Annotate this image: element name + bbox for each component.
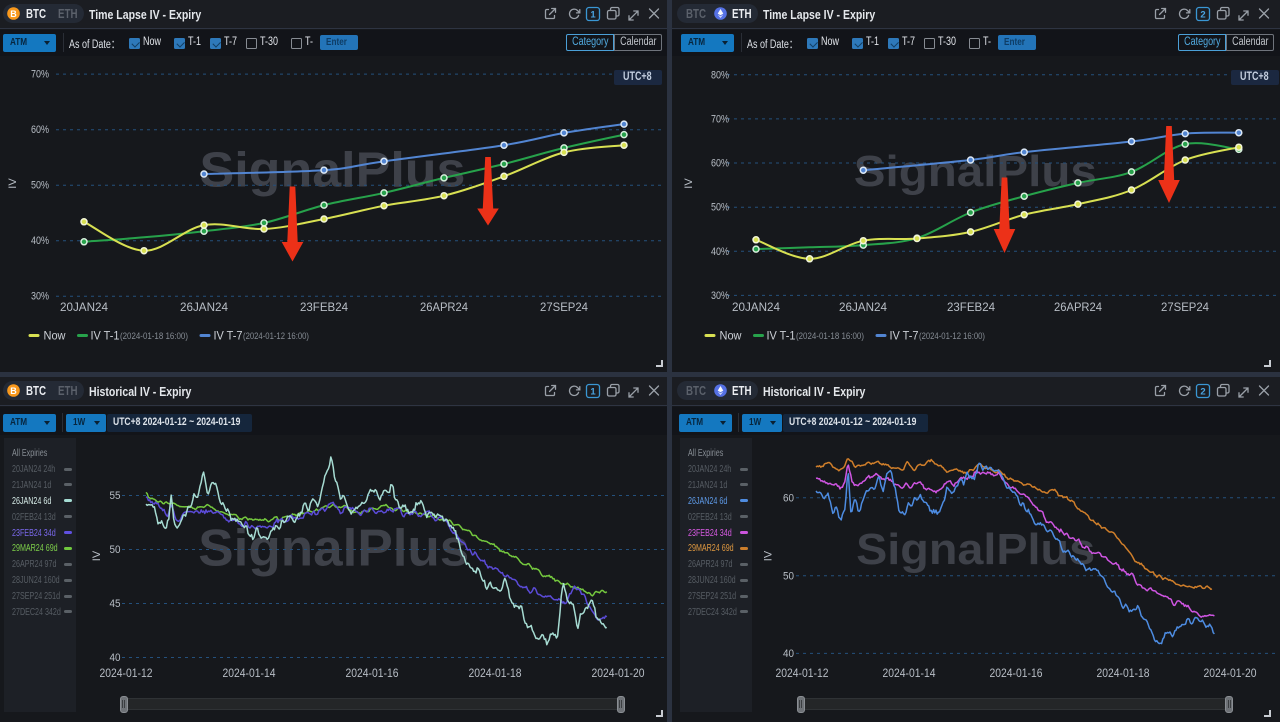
svg-text:IV: IV	[7, 178, 19, 189]
svg-text:26JAN24: 26JAN24	[839, 302, 888, 314]
svg-text:IV T-1: IV T-1	[91, 331, 120, 343]
svg-text:27SEP24: 27SEP24	[1161, 302, 1210, 314]
svg-text:IV: IV	[683, 178, 695, 189]
svg-text:2024-01-18: 2024-01-18	[469, 668, 522, 680]
svg-text:Now: Now	[720, 331, 743, 343]
svg-text:45: 45	[110, 598, 121, 610]
svg-text:2: 2	[1200, 10, 1205, 21]
svg-text:(2024-01-12 16:00): (2024-01-12 16:00)	[243, 331, 309, 341]
svg-text:SignalPlus: SignalPlus	[856, 525, 1095, 574]
svg-text:55: 55	[110, 490, 121, 502]
svg-text:IV T-7: IV T-7	[890, 331, 919, 343]
svg-text:40%: 40%	[31, 235, 49, 247]
svg-text:IV T-1: IV T-1	[767, 331, 796, 343]
svg-text:40: 40	[783, 648, 794, 660]
svg-text:70%: 70%	[711, 113, 729, 125]
svg-text:60%: 60%	[711, 158, 729, 170]
svg-text:IV T-7: IV T-7	[214, 331, 243, 343]
svg-text:IV: IV	[91, 550, 103, 561]
svg-text:23FEB24: 23FEB24	[947, 302, 996, 314]
svg-text:80%: 80%	[711, 69, 729, 81]
svg-text:50: 50	[783, 570, 794, 582]
svg-text:70%: 70%	[31, 69, 49, 81]
svg-text:60%: 60%	[31, 124, 49, 136]
svg-text:50: 50	[110, 544, 121, 556]
svg-text:2024-01-12: 2024-01-12	[100, 668, 153, 680]
svg-text:26APR24: 26APR24	[1054, 302, 1103, 314]
svg-text:30%: 30%	[711, 290, 729, 302]
svg-text:IV: IV	[762, 550, 774, 561]
svg-text:2024-01-20: 2024-01-20	[592, 668, 645, 680]
svg-text:50%: 50%	[31, 180, 49, 192]
svg-text:26APR24: 26APR24	[420, 302, 469, 314]
svg-text:(2024-01-18 16:00): (2024-01-18 16:00)	[796, 331, 864, 341]
svg-text:SignalPlus: SignalPlus	[198, 520, 469, 578]
svg-text:2024-01-14: 2024-01-14	[883, 668, 937, 680]
svg-text:1: 1	[590, 387, 596, 398]
svg-text:2024-01-14: 2024-01-14	[223, 668, 277, 680]
svg-text:40: 40	[110, 652, 121, 664]
svg-text:60: 60	[783, 492, 794, 504]
svg-text:2024-01-18: 2024-01-18	[1097, 668, 1150, 680]
svg-text:40%: 40%	[711, 246, 729, 258]
svg-text:2: 2	[1200, 387, 1205, 398]
svg-text:2024-01-16: 2024-01-16	[346, 668, 399, 680]
svg-text:20JAN24: 20JAN24	[732, 302, 781, 314]
svg-text:B: B	[10, 386, 17, 396]
svg-text:27SEP24: 27SEP24	[540, 302, 589, 314]
svg-text:(2024-01-18 16:00): (2024-01-18 16:00)	[120, 331, 188, 341]
svg-text:23FEB24: 23FEB24	[300, 302, 349, 314]
svg-text:B: B	[10, 9, 17, 19]
svg-text:1: 1	[590, 10, 596, 21]
svg-text:Now: Now	[44, 331, 67, 343]
svg-text:2024-01-16: 2024-01-16	[990, 668, 1043, 680]
svg-text:(2024-01-12 16:00): (2024-01-12 16:00)	[919, 331, 985, 341]
svg-text:30%: 30%	[31, 291, 49, 303]
svg-text:26JAN24: 26JAN24	[180, 302, 229, 314]
svg-text:2024-01-12: 2024-01-12	[776, 668, 829, 680]
svg-text:50%: 50%	[711, 202, 729, 214]
svg-text:2024-01-20: 2024-01-20	[1204, 668, 1257, 680]
svg-text:20JAN24: 20JAN24	[60, 302, 109, 314]
